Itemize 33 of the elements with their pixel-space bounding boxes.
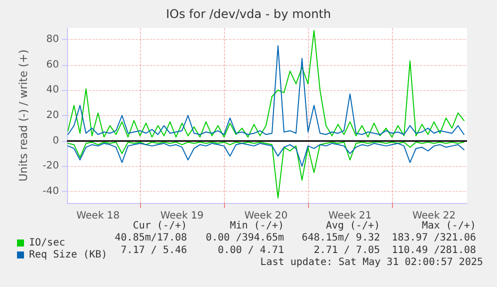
y-tick-label: -20 (42, 160, 59, 172)
y-tick-label: 60 (46, 59, 59, 70)
chart-title: IOs for /dev/vda - by month (166, 7, 332, 21)
x-tick-label: Week 20 (244, 210, 288, 222)
text: Last update: Sat May 31 02:00:57 2025 (260, 257, 484, 268)
text: 183.97 /321.06 (392, 232, 476, 244)
x-tick-label: Week 22 (412, 210, 456, 222)
text: 110.49 /281.08 (392, 244, 476, 256)
text: 7.17 / 5.46 (120, 244, 188, 256)
y-axis-title: Units read (-) / write (+) (17, 49, 30, 182)
text: Cur (-/+) (132, 220, 188, 232)
text: 2.71 / 7.05 (314, 244, 380, 256)
text: Max (-/+) (422, 220, 476, 232)
text: 0.00 /394.65m (206, 232, 284, 244)
y-tick-label: 40 (46, 84, 59, 96)
line-series (68, 142, 464, 167)
text: Avg (-/+) (326, 220, 380, 232)
line-series (68, 30, 464, 138)
x-tick-label: Week 19 (160, 210, 204, 222)
text: 0.00 / 4.71 (218, 244, 284, 256)
x-tick-label: Week 21 (328, 210, 372, 222)
line-series (68, 142, 464, 198)
y-tick-label: -40 (42, 186, 59, 198)
y-tick-label: 20 (46, 110, 59, 121)
legend-label: IO/sec (29, 238, 66, 248)
y-tick-label: 80 (46, 34, 59, 45)
text: 40.85m/17.08 (114, 232, 188, 244)
text: Min (-/+) (230, 220, 284, 232)
y-tick-label: 0 (52, 135, 59, 146)
legend-label: Req Size (KB) (29, 250, 108, 260)
line-series (68, 45, 464, 136)
x-tick-label: Week 18 (76, 210, 120, 222)
text: 648.15m/ 9.32 (302, 232, 380, 244)
